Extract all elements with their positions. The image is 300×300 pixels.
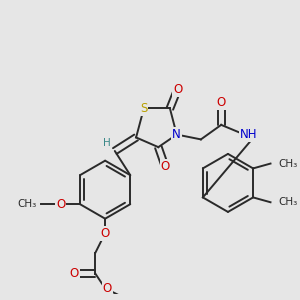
Text: CH₃: CH₃	[17, 199, 37, 209]
Text: O: O	[160, 160, 170, 173]
Text: N: N	[172, 128, 181, 141]
Text: H: H	[103, 138, 111, 148]
Text: O: O	[173, 82, 182, 96]
Text: O: O	[56, 198, 65, 211]
Text: O: O	[103, 282, 112, 295]
Text: CH₃: CH₃	[278, 159, 298, 169]
Text: NH: NH	[239, 128, 257, 141]
Text: S: S	[140, 102, 148, 115]
Text: CH₃: CH₃	[278, 197, 298, 207]
Text: O: O	[217, 96, 226, 109]
Text: O: O	[100, 227, 110, 240]
Text: O: O	[70, 267, 79, 280]
